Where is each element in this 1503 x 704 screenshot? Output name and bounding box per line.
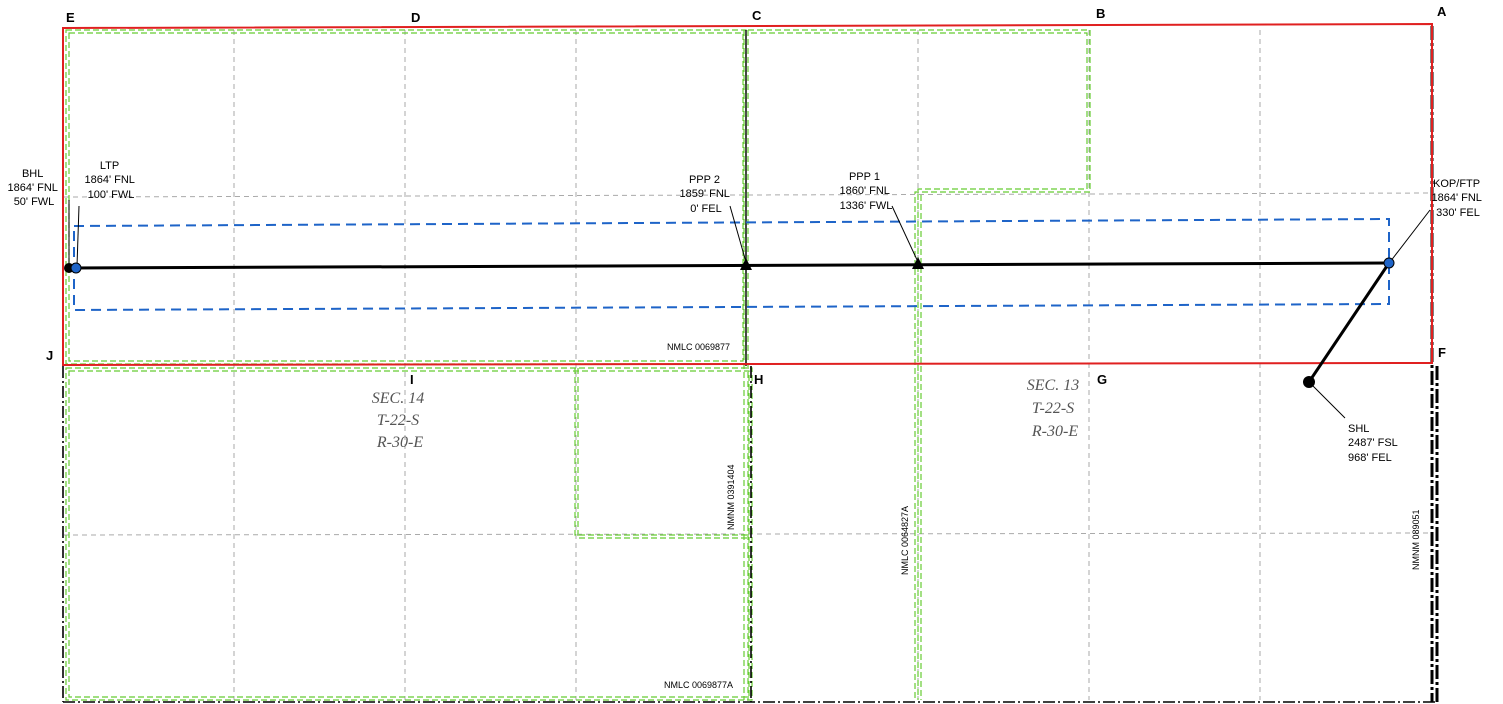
lease-nmnm-089051: NMNM 089051 <box>1411 509 1421 570</box>
section-boundaries <box>62 366 1438 703</box>
lease-nmnm-0391404: NMNM 0391404 <box>726 464 736 530</box>
section-14-label: SEC. 14 T-22-S R-30-E <box>372 390 428 451</box>
corner-d: D <box>411 10 420 25</box>
corner-f: F <box>1438 345 1446 360</box>
east-section-line <box>1430 26 1439 702</box>
corner-b: B <box>1096 6 1105 21</box>
corner-j: J <box>46 348 53 363</box>
ppp2-label: PPP 2 1859' FNL 0' FEL <box>679 174 732 215</box>
ppp2-triangle <box>740 258 752 270</box>
corner-h: H <box>754 372 763 387</box>
leader-lines <box>68 200 1431 419</box>
lease-nmlc-0069877a: NMLC 0069877A <box>664 680 733 690</box>
lease-boundaries <box>65 29 1091 701</box>
corner-e: E <box>66 10 75 25</box>
lease-nmlc-0069877: NMLC 0069877 <box>667 342 730 352</box>
setback-boundary <box>73 217 1390 312</box>
ltp-label: LTP 1864' FNL 100' FWL <box>84 160 137 201</box>
corner-i: I <box>410 372 414 387</box>
ppp1-label: PPP 1 1860' FNL 1336' FWL <box>839 171 892 212</box>
unit-boundary <box>62 22 1433 367</box>
shl-point <box>1303 376 1315 388</box>
ltp-point <box>70 262 82 274</box>
lease-nmlc-0064827a: NMLC 0064827A <box>900 506 910 575</box>
corner-a: A <box>1437 4 1447 19</box>
section-13-label: SEC. 13 T-22-S R-30-E <box>1027 377 1083 440</box>
kop-point <box>1383 257 1395 269</box>
wellbore-path <box>67 261 1391 383</box>
kop-ftp-label: KOP/FTP 1864' FNL 330' FEL <box>1431 178 1484 219</box>
shl-label: SHL 2487' FSL 968' FEL <box>1348 423 1400 464</box>
bhl-label: BHL 1864' FNL 50' FWL <box>7 168 60 208</box>
corner-c: C <box>752 8 762 23</box>
corner-g: G <box>1097 372 1107 387</box>
ppp1-triangle <box>912 257 924 269</box>
